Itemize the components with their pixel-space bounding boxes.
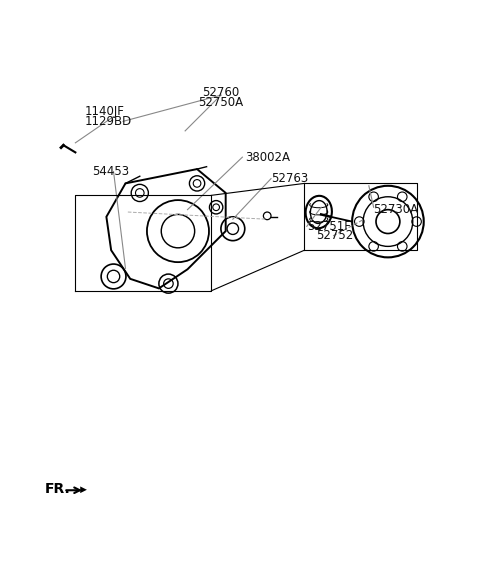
Text: 52752: 52752 <box>316 229 354 243</box>
Text: 52751F: 52751F <box>307 220 351 233</box>
Text: 52750A: 52750A <box>198 96 243 109</box>
Text: 54453: 54453 <box>92 165 129 178</box>
Text: 52730A: 52730A <box>373 203 419 216</box>
Text: 38002A: 38002A <box>245 150 290 164</box>
Text: 52763: 52763 <box>271 172 308 185</box>
Text: FR.: FR. <box>44 482 70 496</box>
Text: 1140JF: 1140JF <box>85 105 125 118</box>
Text: 52760: 52760 <box>202 86 240 99</box>
Text: 1129BD: 1129BD <box>85 115 132 128</box>
